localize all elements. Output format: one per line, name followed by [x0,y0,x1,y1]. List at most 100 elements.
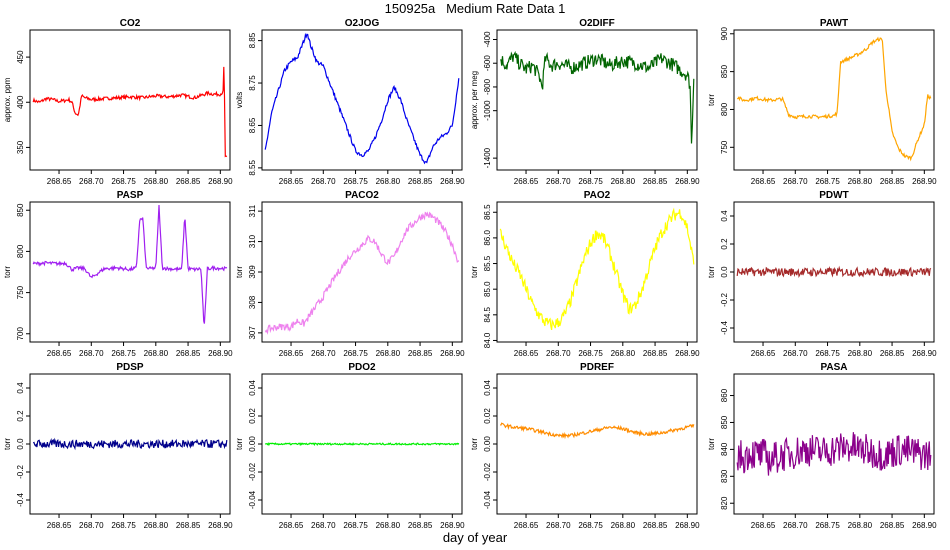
x-tick-label: 268.65 [279,177,304,186]
x-tick-label: 268.65 [47,177,72,186]
y-tick-label: 86.5 [483,204,492,220]
series-line [499,207,695,331]
y-tick-label: 308 [248,295,257,309]
y-tick-label: 750 [16,285,25,299]
y-tick-label: 84.0 [483,332,492,348]
y-tick-label: -800 [483,78,492,95]
x-tick-label: 268.80 [611,177,636,186]
x-tick-label: 268.75 [343,349,368,358]
x-tick-label: 268.70 [546,521,571,530]
y-tick-label: 0.0 [720,266,729,278]
x-tick-label: 268.75 [578,349,603,358]
y-tick-label: -0.2 [16,465,25,479]
plot-frame [29,201,231,343]
x-tick-label: 268.80 [144,349,169,358]
panel-title: PDO2 [348,362,376,373]
x-tick-label: 268.90 [912,349,937,358]
x-tick-label: 268.85 [880,177,905,186]
x-tick-label: 268.75 [815,521,840,530]
plot-frame [261,201,463,343]
panel-title: O2JOG [345,18,380,29]
y-axis-label: torr [3,266,12,278]
x-tick-label: 268.70 [546,349,571,358]
series-line [736,265,932,278]
panel-title: PACO2 [345,190,379,201]
x-tick-label: 268.65 [514,177,539,186]
series-line [264,211,460,335]
x-tick-label: 268.70 [783,349,808,358]
panel-pao2: PAO2 torr 84.0 84.5 85.0 85.5 86.0 86.5 268.65 26… [470,190,700,358]
panel-title: PDSP [116,362,144,373]
x-tick-label: 268.65 [514,521,539,530]
x-tick-label: 268.90 [675,349,700,358]
panel-pdwt: PDWT torr -0.4 -0.2 0.0 0.2 0.4 268.65 268.70 268… [707,190,937,358]
x-tick-label: 268.85 [880,349,905,358]
y-tick-label: 840 [720,442,729,456]
x-tick-label: 268.75 [111,349,136,358]
x-tick-label: 268.65 [751,177,776,186]
y-tick-label: 8.55 [248,160,257,176]
x-tick-label: 268.80 [611,349,636,358]
y-tick-label: 850 [720,415,729,429]
plot-frame [733,29,935,171]
series-line [32,204,228,324]
y-axis-label: approx. per meg [470,71,479,129]
series-line [736,432,932,476]
y-tick-label: 309 [248,265,257,279]
y-tick-label: -400 [483,31,492,48]
panel-title: O2DIFF [579,18,615,29]
panel-pasa: PASA torr 820 830 840 850 860 268.65 268.70 268.7… [707,362,937,530]
panel-title: PASP [117,190,144,201]
y-tick-label: 0.4 [16,382,25,394]
x-tick-label: 268.85 [880,521,905,530]
y-tick-label: 800 [16,244,25,258]
x-tick-label: 268.80 [376,177,401,186]
x-tick-label: 268.70 [311,349,336,358]
x-tick-label: 268.85 [176,349,201,358]
x-tick-label: 268.80 [144,521,169,530]
panel-paco2: PACO2 torr 307 308 309 310 311 268.65 268.70 268.… [235,190,465,358]
plot-frame [261,29,463,171]
y-axis-label: torr [3,438,12,450]
x-tick-label: 268.70 [311,177,336,186]
y-tick-label: -0.04 [248,490,257,509]
y-tick-label: 0.04 [248,380,257,396]
y-tick-label: 84.5 [483,306,492,322]
x-tick-label: 268.65 [279,521,304,530]
y-tick-label: 750 [720,140,729,154]
x-axis-title: day of year [442,530,508,545]
y-axis-label: torr [235,266,244,278]
y-tick-label: 0.00 [248,436,257,452]
panel-title: CO2 [120,18,141,29]
series-line [736,36,932,162]
y-axis-label: torr [235,438,244,450]
panel-o2jog: O2JOG volts 8.55 8.65 8.75 8.85 268.65 268.70 26… [235,18,465,186]
panel-pasp: PASP torr 700 750 800 850 268.65 268.70 268.75 26… [3,190,233,358]
x-tick-label: 268.80 [376,521,401,530]
x-tick-label: 268.75 [815,349,840,358]
series-line [264,32,460,165]
series-line [32,437,228,451]
x-tick-label: 268.90 [440,521,465,530]
x-tick-label: 268.85 [176,521,201,530]
y-axis-label: torr [707,266,716,278]
x-tick-label: 268.80 [611,521,636,530]
x-tick-label: 268.80 [376,349,401,358]
plot-frame [496,201,698,343]
y-axis-label: torr [470,438,479,450]
x-tick-label: 268.85 [176,177,201,186]
x-tick-label: 268.85 [643,521,668,530]
y-tick-label: 0.02 [483,408,492,424]
y-tick-label: 0.0 [16,438,25,450]
x-tick-label: 268.65 [751,349,776,358]
y-tick-label: -0.04 [483,490,492,509]
plot-frame [733,373,935,515]
series-line [500,422,695,440]
x-tick-label: 268.85 [408,521,433,530]
x-tick-label: 268.75 [111,521,136,530]
y-tick-label: 350 [16,140,25,154]
y-tick-label: 0.00 [483,436,492,452]
panel-co2: CO2 approx. ppm 350 400 450 268.65 268.70 268.7… [3,18,233,186]
x-tick-label: 268.80 [848,521,873,530]
